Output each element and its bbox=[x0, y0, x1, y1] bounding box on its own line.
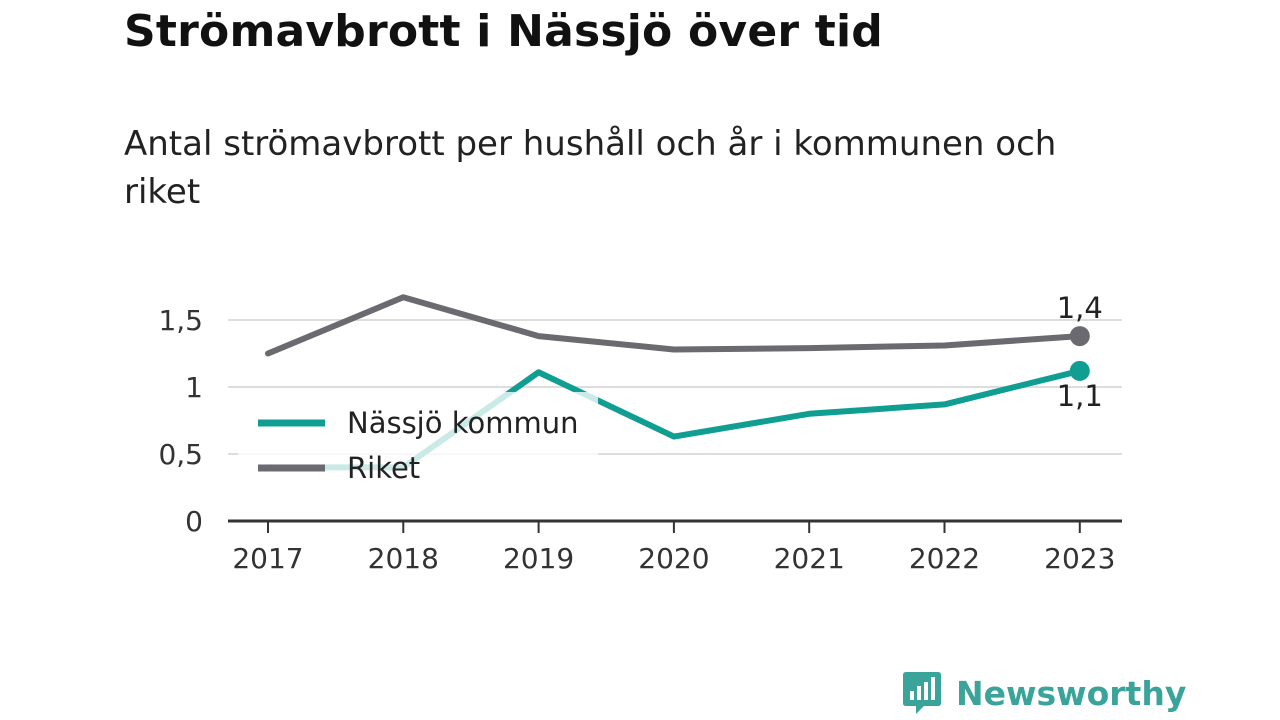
newsworthy-logo: Newsworthy bbox=[902, 668, 1186, 718]
logo-text: Newsworthy bbox=[956, 673, 1187, 713]
series-end-point bbox=[1069, 360, 1090, 381]
chart-subtitle: Antal strömavbrott per hushåll och år i … bbox=[124, 124, 1057, 212]
legend-label: Riket bbox=[347, 451, 420, 485]
x-tick-label: 2017 bbox=[232, 542, 303, 575]
legend: Nässjö kommun Riket bbox=[238, 392, 598, 512]
x-tick-label: 2022 bbox=[909, 542, 980, 575]
data-labels: 1,4 1,1 bbox=[1057, 291, 1103, 413]
y-tick-label: 0 bbox=[185, 505, 203, 538]
legend-background bbox=[238, 392, 598, 512]
data-label: 1,4 bbox=[1057, 291, 1103, 325]
series-line-riket bbox=[265, 294, 1083, 357]
y-axis-tick-labels: 0 0,5 1 1,5 bbox=[158, 304, 203, 538]
y-tick-label: 1,5 bbox=[158, 304, 203, 337]
data-label: 1,1 bbox=[1057, 379, 1103, 413]
legend-label: Nässjö kommun bbox=[347, 406, 578, 440]
x-tick-label: 2018 bbox=[368, 542, 439, 575]
bar-chart-bubble-icon bbox=[903, 672, 941, 714]
series-end-point bbox=[1069, 326, 1090, 347]
x-tick-label: 2021 bbox=[774, 542, 845, 575]
x-axis bbox=[228, 519, 1122, 533]
x-tick-label: 2019 bbox=[503, 542, 574, 575]
y-tick-label: 0,5 bbox=[158, 438, 203, 471]
y-tick-label: 1 bbox=[185, 371, 203, 404]
x-axis-tick-labels: 2017 2018 2019 2020 2021 2022 2023 bbox=[232, 542, 1115, 575]
chart-title: Strömavbrott i Nässjö över tid bbox=[124, 6, 883, 57]
x-tick-label: 2020 bbox=[638, 542, 709, 575]
x-tick-label: 2023 bbox=[1044, 542, 1115, 575]
